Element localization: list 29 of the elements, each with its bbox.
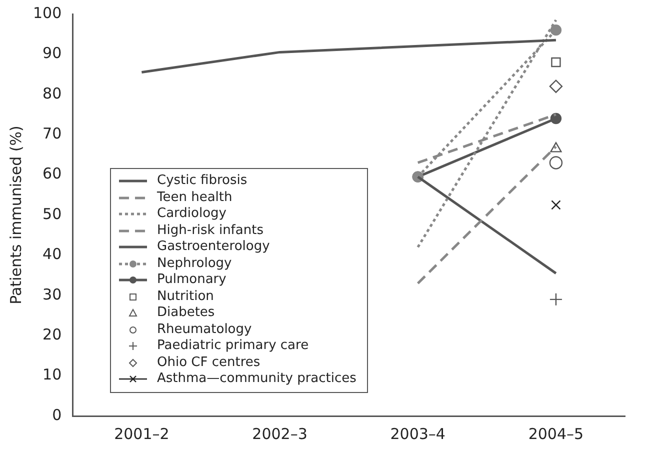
legend-label: Rheumatology xyxy=(157,322,252,338)
x-tick-label: 2004–5 xyxy=(528,424,584,443)
y-tick-label: 30 xyxy=(42,285,62,304)
y-tick-label: 10 xyxy=(42,366,62,384)
legend-label: High-risk infants xyxy=(157,222,264,239)
y-tick-label: 20 xyxy=(42,325,62,344)
legend-label: Cardiology xyxy=(157,206,226,222)
y-axis-title: Patients immunised (%) xyxy=(6,126,25,304)
legend-label: Gastroenterology xyxy=(157,239,270,256)
y-tick-label: 40 xyxy=(42,245,62,264)
x-tick-label: 2001–2 xyxy=(114,424,170,443)
legend-label: Nephrology xyxy=(157,256,232,272)
legend-label: Cystic fibrosis xyxy=(157,173,248,190)
x-tick-label: 2002–3 xyxy=(252,424,308,443)
y-tick-label: 90 xyxy=(42,44,62,62)
y-tick-label: 80 xyxy=(42,84,62,102)
y-tick-label: 0 xyxy=(52,406,62,424)
legend-label: Pulmonary xyxy=(157,272,226,288)
x-tick-label: 2003–4 xyxy=(390,424,446,443)
y-tick-label: 100 xyxy=(32,4,62,22)
legend-label: Paediatric primary care xyxy=(157,338,309,354)
legend-label: Ohio CF centres xyxy=(157,354,260,371)
y-tick-label: 70 xyxy=(42,124,62,142)
legend-label: Asthma—community practices xyxy=(157,371,356,388)
legend-label: Diabetes xyxy=(157,305,215,322)
y-tick-label: 50 xyxy=(42,204,62,223)
legend-label: Teen health xyxy=(157,190,232,206)
y-tick-label: 60 xyxy=(42,164,62,183)
legend-label: Nutrition xyxy=(157,288,214,305)
